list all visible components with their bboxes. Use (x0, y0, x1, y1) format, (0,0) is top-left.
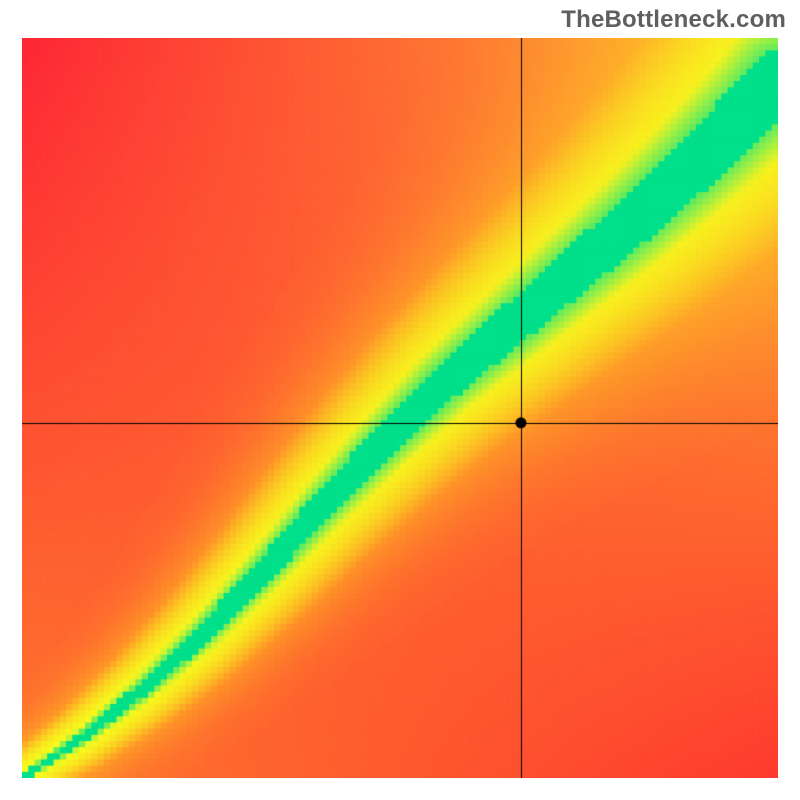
watermark-text: TheBottleneck.com (561, 6, 786, 34)
bottleneck-heatmap (22, 38, 778, 778)
chart-container: { "watermark": "TheBottleneck.com", "cha… (0, 0, 800, 800)
